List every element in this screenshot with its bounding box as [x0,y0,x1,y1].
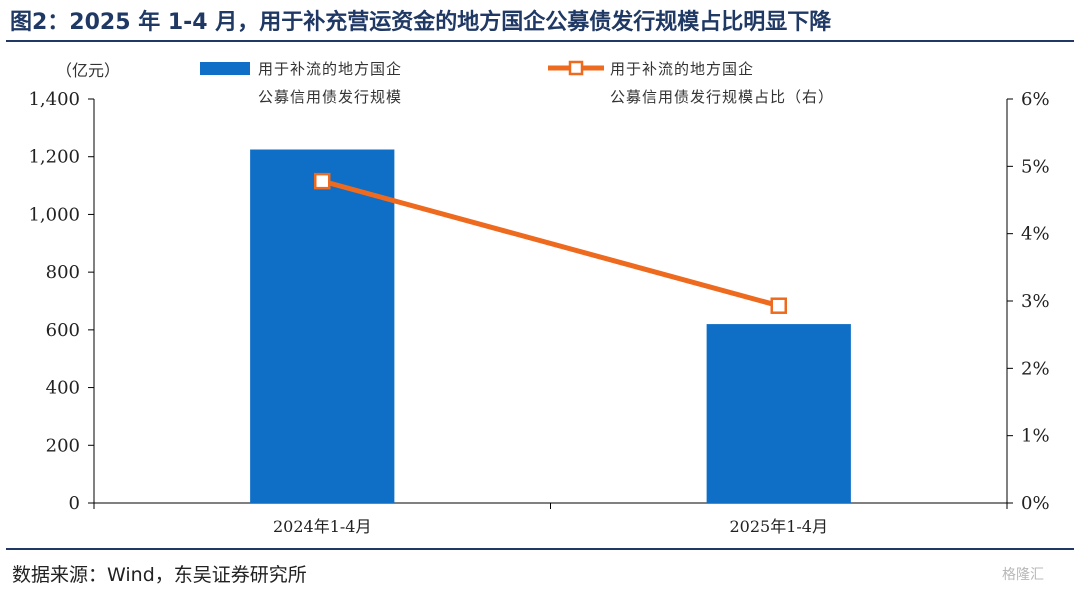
line-series [314,172,787,314]
left-axis-tick-label: 600 [46,320,80,341]
legend-line-label-line2: 公募信用债发行规模占比（右） [610,88,834,106]
footer-rule [6,548,1074,550]
source-note: 数据来源：Wind，东吴证券研究所 [12,564,307,586]
legend-bar-swatch [200,62,250,75]
line-point-marker [770,297,787,314]
right-axis-tick-label: 5% [1021,156,1050,177]
bar-series [250,149,851,503]
legend-line-marker [568,60,584,76]
line-path [321,178,780,309]
left-axis-tick-label: 1,400 [28,89,80,110]
left-axis-tick-label: 1,200 [28,147,80,168]
right-axis-tick-label: 3% [1021,291,1050,312]
right-axis-tick-label: 4% [1021,224,1050,245]
axes: 0 200 400 600 800 1,000 1,200 1,400 0% 1% 2% 3% 4% 5%… [28,89,1049,536]
watermark-logo: 格隆汇 [1002,567,1044,583]
x-axis-category-label: 2025年1-4月 [730,517,829,536]
left-axis-tick-label: 200 [46,435,80,456]
line-point-marker [314,172,331,190]
bar [706,324,851,503]
legend-line-label-line1: 用于补流的地方国企 [610,60,754,78]
left-axis-tick-label: 400 [46,378,80,399]
bar [250,149,395,503]
left-axis-tick-label: 1,000 [28,204,80,225]
chart-title: 图2：2025 年 1-4 月，用于补充营运资金的地方国企公募债发行规模占比明显… [10,10,832,35]
x-axis-category-label: 2024年1-4月 [273,517,372,536]
right-axis-tick-label: 6% [1021,89,1050,110]
right-axis-tick-label: 1% [1021,426,1050,447]
left-axis-tick-label: 0 [69,493,80,514]
legend-bar-label-line2: 公募信用债发行规模 [258,88,402,106]
right-axis-tick-label: 2% [1021,358,1050,379]
left-axis-tick-label: 800 [46,262,80,283]
title-rule [6,40,1074,42]
right-axis-tick-label: 0% [1021,493,1050,514]
legend: 用于补流的地方国企 公募信用债发行规模 用于补流的地方国企 公募信用债发行规模占… [200,60,834,106]
legend-bar-label-line1: 用于补流的地方国企 [258,60,402,78]
left-axis-unit: （亿元） [56,61,120,80]
chart-area: 用于补流的地方国企 公募信用债发行规模 用于补流的地方国企 公募信用债发行规模占… [28,60,1049,536]
